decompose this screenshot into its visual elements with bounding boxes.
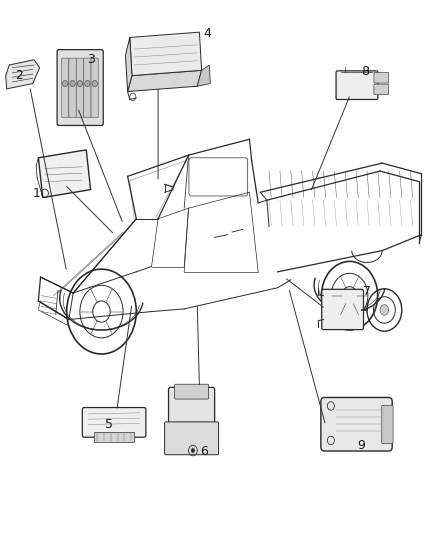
Polygon shape xyxy=(39,150,91,198)
Text: 7: 7 xyxy=(363,286,371,298)
Circle shape xyxy=(78,80,82,87)
FancyBboxPatch shape xyxy=(91,58,99,117)
Polygon shape xyxy=(127,70,201,92)
FancyBboxPatch shape xyxy=(322,289,364,329)
FancyBboxPatch shape xyxy=(69,58,76,117)
Polygon shape xyxy=(6,60,40,89)
FancyBboxPatch shape xyxy=(169,387,215,427)
FancyBboxPatch shape xyxy=(82,408,146,437)
Text: 5: 5 xyxy=(105,418,113,431)
Circle shape xyxy=(70,80,75,87)
Circle shape xyxy=(380,305,389,316)
Circle shape xyxy=(92,80,97,87)
FancyBboxPatch shape xyxy=(374,84,389,95)
FancyBboxPatch shape xyxy=(84,58,91,117)
Text: 2: 2 xyxy=(15,69,23,82)
FancyBboxPatch shape xyxy=(189,158,248,196)
FancyBboxPatch shape xyxy=(76,58,84,117)
Polygon shape xyxy=(197,65,210,86)
Text: 3: 3 xyxy=(88,53,95,66)
Circle shape xyxy=(63,80,68,87)
Text: 6: 6 xyxy=(200,445,208,457)
FancyBboxPatch shape xyxy=(382,406,393,443)
Polygon shape xyxy=(130,32,201,76)
Text: 9: 9 xyxy=(357,439,365,452)
Circle shape xyxy=(191,448,194,453)
FancyBboxPatch shape xyxy=(165,422,219,455)
Circle shape xyxy=(85,80,90,87)
FancyBboxPatch shape xyxy=(374,72,389,83)
FancyBboxPatch shape xyxy=(321,398,392,451)
FancyBboxPatch shape xyxy=(336,71,378,100)
FancyBboxPatch shape xyxy=(61,58,69,117)
Polygon shape xyxy=(125,37,132,92)
Text: 8: 8 xyxy=(361,65,369,78)
Text: 4: 4 xyxy=(203,27,211,39)
FancyBboxPatch shape xyxy=(175,384,208,399)
Text: 1: 1 xyxy=(33,187,41,200)
FancyBboxPatch shape xyxy=(94,432,134,442)
FancyBboxPatch shape xyxy=(57,50,103,125)
